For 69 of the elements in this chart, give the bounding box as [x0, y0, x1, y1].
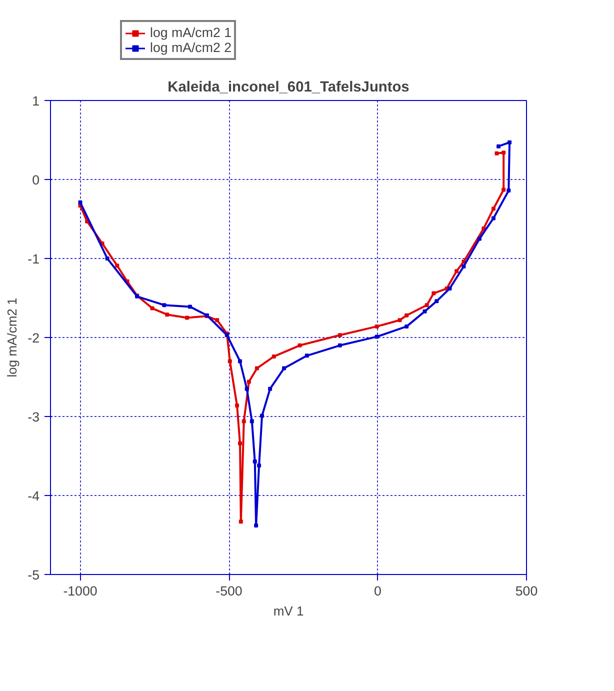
point: [228, 359, 232, 364]
point: [304, 354, 309, 358]
legend-label: log mA/cm2 1: [150, 25, 232, 40]
point: [235, 403, 240, 408]
point: [491, 206, 496, 211]
point: [252, 460, 257, 464]
point: [462, 260, 466, 264]
point: [188, 304, 192, 309]
point: [374, 334, 379, 339]
point: [282, 366, 286, 370]
point: [338, 343, 342, 348]
point: [238, 359, 242, 364]
point: [404, 324, 409, 328]
x-tick-label: -500: [216, 584, 242, 598]
legend-label: log mA/cm2 2: [150, 40, 232, 55]
point: [496, 144, 501, 148]
point: [268, 386, 272, 391]
y-tick-label: -2: [28, 330, 40, 346]
point: [238, 520, 243, 524]
point: [462, 264, 466, 268]
point: [502, 188, 506, 192]
point: [105, 256, 110, 260]
point: [502, 150, 506, 155]
y-tick-label: -4: [28, 488, 40, 504]
point: [250, 419, 254, 424]
point: [260, 414, 264, 418]
point: [432, 291, 436, 296]
point: [508, 140, 512, 144]
y-tick-label: 1: [32, 94, 40, 108]
x-tick-label: 500: [515, 584, 538, 598]
point: [215, 318, 220, 322]
point: [338, 333, 342, 338]
point: [165, 312, 170, 317]
point: [78, 200, 82, 204]
point: [254, 366, 259, 370]
point: [506, 188, 511, 193]
point: [272, 354, 276, 358]
point: [374, 324, 379, 328]
point: [244, 386, 249, 391]
chart-title: Kaleida_inconel_601_TafelsJuntos: [168, 80, 410, 96]
point: [482, 226, 486, 230]
y-tick-label: -5: [28, 568, 40, 582]
y-axis-title: log mA/cm2 1: [4, 298, 20, 378]
point: [246, 380, 251, 384]
x-tick-label: 0: [374, 584, 382, 598]
point: [491, 216, 496, 220]
y-tick-label: 0: [32, 172, 40, 188]
point: [238, 441, 242, 446]
point: [434, 299, 439, 304]
point: [242, 419, 246, 424]
point: [454, 269, 459, 274]
point: [448, 286, 452, 291]
point: [477, 236, 482, 241]
x-axis-title: mV 1: [273, 604, 304, 618]
point: [424, 303, 429, 308]
point: [150, 306, 154, 310]
point: [422, 309, 427, 314]
x-tick-label: -1000: [63, 584, 98, 598]
point: [257, 463, 262, 468]
point: [162, 303, 166, 308]
y-tick-label: -3: [28, 410, 40, 424]
y-tick-label: -1: [28, 252, 40, 266]
point: [404, 313, 409, 318]
point: [254, 524, 258, 528]
point: [115, 264, 120, 268]
point: [185, 316, 190, 320]
point: [398, 318, 402, 322]
point: [494, 151, 499, 156]
point: [298, 343, 302, 348]
